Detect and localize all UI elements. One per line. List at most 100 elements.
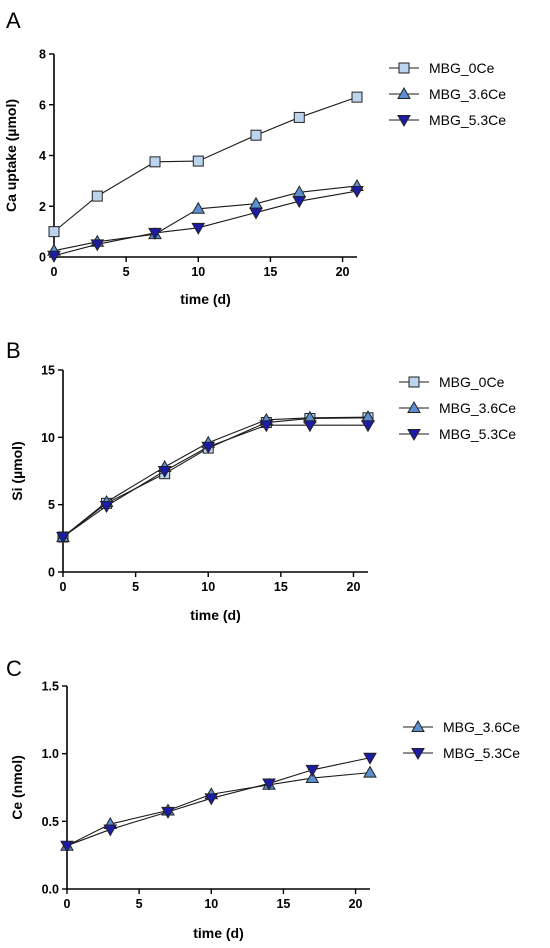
series-mbg-5-3ce xyxy=(60,752,377,853)
series-mbg-5-3ce xyxy=(56,420,375,544)
legend-label: MBG_5.3Ce xyxy=(439,426,516,442)
y-tick-label: 0 xyxy=(39,251,46,265)
y-tick-label: 0 xyxy=(48,566,55,580)
data-point xyxy=(305,764,320,777)
data-point xyxy=(204,793,219,806)
data-point xyxy=(259,420,274,433)
chart-panel-a: 0 2 4 6 8 0 5 10 15 20 time (d) Ca uptake (µmol) MBG… xyxy=(3,48,506,308)
x-tick-label: 20 xyxy=(347,580,361,594)
y-tick-label: 4 xyxy=(39,149,46,163)
legend-marker xyxy=(408,376,420,388)
series-line xyxy=(62,416,369,538)
series-line xyxy=(66,772,371,847)
legend-marker xyxy=(411,719,425,732)
series-mbg-5-3ce xyxy=(47,186,364,263)
x-tick-label: 5 xyxy=(123,265,130,279)
y-tick-label: 0.0 xyxy=(42,883,59,897)
chart-panel-c: 0.0 0.5 1.0 1.5 0 5 10 15 20 time (d) Ce (nmol) MBG… xyxy=(9,680,520,942)
x-tick-label: 0 xyxy=(60,580,67,594)
y-tick-label: 5 xyxy=(48,498,55,512)
legend-marker xyxy=(407,400,421,413)
data-point xyxy=(292,196,307,209)
x-axis-title: time (d) xyxy=(193,925,244,941)
x-tick-label: 5 xyxy=(136,897,143,911)
data-point xyxy=(48,226,60,238)
y-axis-title: Si (µmol) xyxy=(9,441,25,500)
legend-marker xyxy=(411,748,425,761)
y-tick-label: 2 xyxy=(39,200,46,214)
data-point xyxy=(47,250,61,263)
y-tick-label: 8 xyxy=(39,48,46,62)
legend-label: MBG_5.3Ce xyxy=(429,112,506,128)
x-tick-label: 20 xyxy=(336,265,350,279)
series-line xyxy=(53,96,358,233)
data-point xyxy=(305,771,320,784)
y-tick-label: 15 xyxy=(41,364,55,378)
data-point xyxy=(56,531,70,544)
y-tick-label: 1.5 xyxy=(42,680,59,694)
x-tick-label: 5 xyxy=(132,580,139,594)
legend-label: MBG_0Ce xyxy=(429,60,495,76)
data-point xyxy=(249,207,263,220)
y-axis-title: Ca uptake (µmol) xyxy=(3,99,19,212)
x-tick-label: 10 xyxy=(191,265,205,279)
legend-marker xyxy=(397,86,411,99)
data-point xyxy=(303,420,317,433)
x-tick-label: 15 xyxy=(263,265,277,279)
x-tick-label: 15 xyxy=(276,897,290,911)
series-line xyxy=(62,424,368,538)
x-tick-label: 0 xyxy=(64,897,71,911)
data-point xyxy=(103,824,118,837)
y-tick-label: 0.5 xyxy=(42,815,59,829)
y-tick-label: 6 xyxy=(39,98,46,112)
data-point xyxy=(201,441,216,454)
data-point xyxy=(293,111,305,123)
x-tick-label: 0 xyxy=(51,265,58,279)
x-axis-title: time (d) xyxy=(190,607,241,623)
legend-c: MBG_3.6Ce MBG_5.3Ce xyxy=(403,719,520,761)
series-mbg-0ce xyxy=(48,91,363,238)
x-tick-label: 20 xyxy=(349,897,363,911)
data-point xyxy=(361,420,375,433)
series-mbg-0ce xyxy=(57,412,374,543)
x-tick-label: 15 xyxy=(274,580,288,594)
panel-label-b: B xyxy=(6,338,21,363)
data-point xyxy=(161,806,175,819)
x-axis-title: time (d) xyxy=(180,291,231,307)
legend-b: MBG_0Ce MBG_3.6Ce MBG_5.3Ce xyxy=(399,374,516,442)
data-point xyxy=(363,765,377,778)
series-mbg-3-6ce xyxy=(60,765,377,851)
legend-label: MBG_3.6Ce xyxy=(443,719,520,735)
legend-label: MBG_0Ce xyxy=(439,374,505,390)
panel-label-c: C xyxy=(6,656,22,681)
legend-a: MBG_0Ce MBG_3.6Ce MBG_5.3Ce xyxy=(389,60,506,128)
x-tick-label: 10 xyxy=(201,580,215,594)
legend-label: MBG_3.6Ce xyxy=(439,400,516,416)
series-mbg-3-6ce xyxy=(56,410,375,542)
legend-label: MBG_5.3Ce xyxy=(443,745,520,761)
data-point xyxy=(90,239,105,252)
x-tick-label: 10 xyxy=(204,897,218,911)
data-point xyxy=(250,129,262,141)
data-point xyxy=(191,222,206,235)
data-point xyxy=(351,91,363,103)
data-point xyxy=(192,155,204,167)
data-point xyxy=(191,201,206,214)
legend-marker xyxy=(398,62,410,74)
data-point xyxy=(262,778,276,791)
y-tick-label: 1.0 xyxy=(42,747,59,761)
y-tick-label: 10 xyxy=(41,431,55,445)
legend-marker xyxy=(407,429,421,442)
data-point xyxy=(157,466,172,479)
legend-label: MBG_3.6Ce xyxy=(429,86,506,102)
data-point xyxy=(60,840,74,853)
data-point xyxy=(149,156,161,168)
data-point xyxy=(148,227,162,240)
series-line xyxy=(62,417,369,538)
data-point xyxy=(91,190,103,202)
data-point xyxy=(99,501,114,514)
data-point xyxy=(350,186,364,199)
data-point xyxy=(363,752,377,765)
